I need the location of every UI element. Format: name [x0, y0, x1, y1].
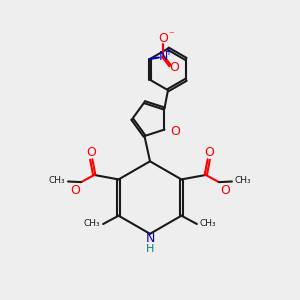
Text: O: O — [220, 184, 230, 196]
Text: CH₃: CH₃ — [49, 176, 65, 185]
Text: +: + — [164, 47, 172, 57]
Text: H: H — [146, 244, 154, 254]
Text: CH₃: CH₃ — [200, 219, 217, 228]
Text: CH₃: CH₃ — [83, 219, 100, 228]
Text: N: N — [158, 50, 168, 63]
Text: N: N — [145, 232, 155, 245]
Text: O: O — [86, 146, 96, 160]
Text: O: O — [169, 61, 179, 74]
Text: CH₃: CH₃ — [235, 176, 251, 185]
Text: O: O — [159, 32, 169, 45]
Text: O: O — [170, 125, 180, 138]
Text: O: O — [204, 146, 214, 160]
Text: ⁻: ⁻ — [168, 30, 174, 40]
Text: O: O — [70, 184, 80, 196]
